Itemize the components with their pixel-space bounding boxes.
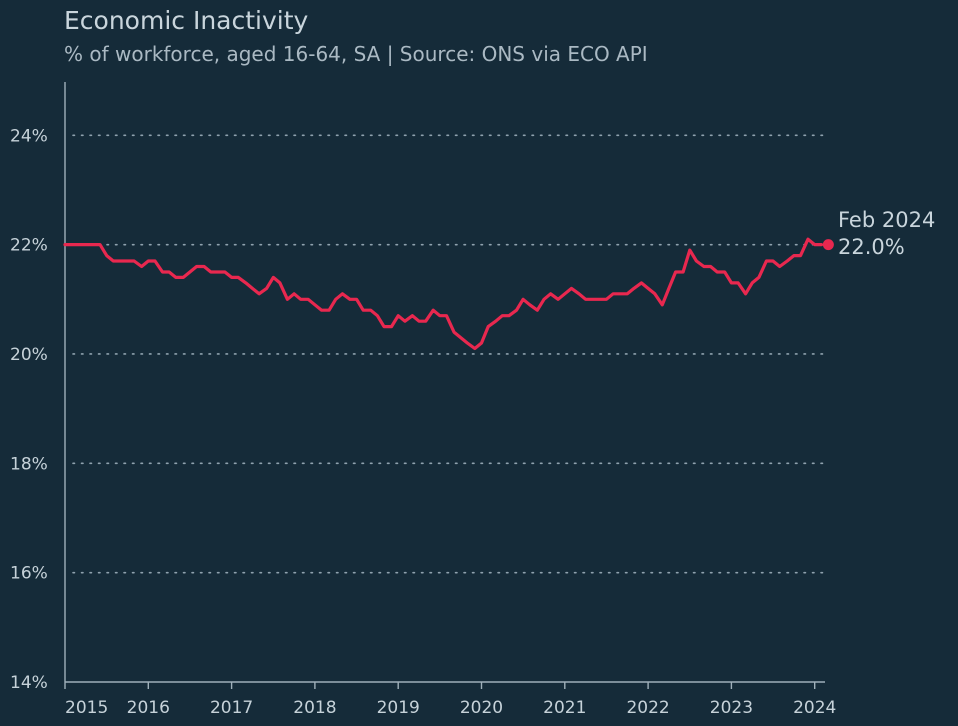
- y-tick-label-20: 20%: [10, 345, 48, 365]
- gridlines: [72, 134, 826, 574]
- x-axis-labels: 2015 2016 2017 2018 2019 2020 2021 2022 2023 2024: [65, 698, 836, 718]
- x-tick-label-2016: 2016: [127, 698, 170, 718]
- x-tick-label-2018: 2018: [293, 698, 336, 718]
- x-tick-label-2017: 2017: [210, 698, 253, 718]
- x-tick-label-2015: 2015: [65, 698, 108, 718]
- y-tick-label-14: 14%: [10, 673, 48, 693]
- end-label-date: Feb 2024: [838, 208, 935, 232]
- y-axis-labels: 14% 16% 18% 20% 22% 24%: [10, 126, 48, 693]
- x-tick-label-2019: 2019: [377, 698, 420, 718]
- y-tick-label-24: 24%: [10, 126, 48, 146]
- y-tick-label-22: 22%: [10, 236, 48, 256]
- chart-title: Economic Inactivity: [64, 6, 309, 35]
- series-line-0: [63, 237, 824, 351]
- end-point-marker: [822, 239, 834, 251]
- y-tick-label-18: 18%: [10, 454, 48, 474]
- end-annotation: Feb 2024 22.0%: [822, 208, 935, 259]
- series-group: [63, 237, 824, 351]
- x-tick-label-2020: 2020: [460, 698, 503, 718]
- chart-subtitle: % of workforce, aged 16-64, SA | Source:…: [64, 42, 648, 66]
- x-tick-label-2022: 2022: [626, 698, 669, 718]
- x-tick-label-2023: 2023: [710, 698, 753, 718]
- x-tick-label-2021: 2021: [543, 698, 586, 718]
- x-tick-label-2024: 2024: [793, 698, 836, 718]
- y-tick-label-16: 16%: [10, 564, 48, 584]
- end-label-value: 22.0%: [838, 235, 905, 259]
- axes: [64, 82, 825, 689]
